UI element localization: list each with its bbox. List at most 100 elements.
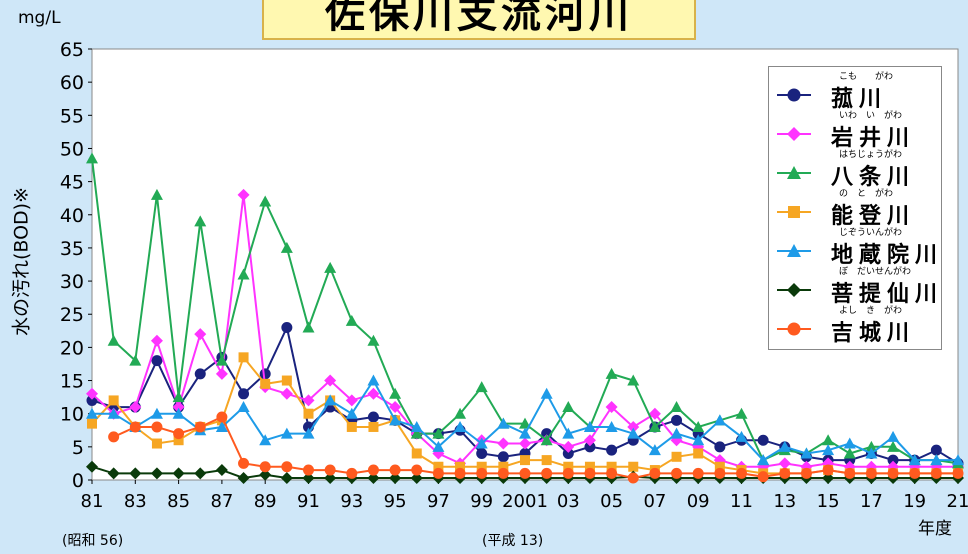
series-4-point: [519, 427, 531, 439]
chart-title: 佐保川支流河川: [325, 0, 633, 37]
series-4-point: [843, 437, 856, 449]
series-3-point: [303, 408, 314, 419]
series-3-point: [628, 461, 639, 472]
series-2-point: [648, 420, 661, 432]
series-2-point: [129, 354, 142, 366]
x-tick-label: 15: [817, 491, 840, 512]
series-6-point: [454, 467, 466, 479]
series-1-point: [648, 407, 661, 420]
legend-marker: [787, 322, 801, 336]
series-6-point: [216, 411, 228, 423]
series-1-point: [778, 457, 791, 470]
y-tick-label: 15: [60, 371, 84, 393]
series-5-point: [172, 467, 185, 480]
series-0-point: [476, 447, 488, 459]
x-tick-label: 11: [730, 491, 753, 512]
x-tick-label: 85: [167, 491, 190, 512]
series-2-point: [865, 440, 878, 452]
legend-marker: [787, 127, 801, 141]
series-1-point: [129, 401, 142, 414]
series-4-point: [865, 447, 878, 459]
legend-ruby: の と がわ: [839, 189, 894, 199]
series-3-point: [346, 421, 357, 432]
series-1-point: [389, 401, 402, 414]
y-tick-label: 10: [60, 404, 84, 426]
series-6-point: [887, 467, 899, 479]
legend-ruby: いわ い がわ: [839, 111, 903, 121]
series-5-point: [302, 472, 315, 485]
legend-ruby: こも がわ: [839, 72, 894, 82]
legend-ruby: はちじょうがわ: [839, 150, 903, 160]
series-4-point: [259, 434, 272, 446]
series-3-point: [455, 461, 466, 472]
series-4-point: [757, 454, 770, 466]
series-6-point: [194, 421, 206, 433]
series-4-point: [735, 430, 748, 442]
legend-label: 地蔵院川: [831, 243, 944, 268]
x-tick-label: 93: [340, 491, 363, 512]
series-3-point: [498, 461, 509, 472]
series-3-point: [368, 421, 379, 432]
series-0-point: [930, 444, 942, 456]
series-1-point: [519, 437, 531, 450]
series-0-point: [497, 451, 509, 463]
legend-ruby: じぞういんがわ: [839, 228, 903, 238]
y-tick-label: 45: [60, 172, 84, 194]
y-unit-label: mg/L: [18, 8, 61, 28]
series-6-point: [259, 461, 271, 473]
legend-label: 八条川: [831, 165, 916, 190]
x-tick-label: 2001: [502, 491, 548, 512]
series-6-point: [692, 467, 704, 479]
legend-marker: [787, 88, 801, 102]
series-5-point: [237, 472, 250, 485]
series-5-point: [86, 460, 98, 473]
series-0-point: [281, 321, 293, 333]
y-tick-label: 30: [60, 271, 84, 293]
x-tick-label: 21: [947, 491, 968, 512]
series-4-point: [605, 420, 618, 432]
series-1-point: [562, 440, 575, 453]
series-4-point: [302, 427, 315, 439]
x-tick-label: 83: [124, 491, 147, 512]
legend-item: じぞういんがわ地蔵院川: [769, 225, 943, 268]
series-3-point: [541, 455, 552, 466]
series-6-point: [151, 421, 163, 433]
series-1-point: [627, 420, 640, 433]
series-5-point: [150, 467, 163, 480]
series-4-point: [800, 447, 813, 459]
series-5-point: [215, 464, 228, 477]
series-3-point: [693, 448, 704, 459]
series-3-point: [433, 461, 444, 472]
series-6-point: [606, 467, 618, 479]
series-0-point: [194, 368, 206, 380]
series-6-point: [173, 428, 185, 440]
series-2-point: [107, 334, 120, 346]
legend-marker: [787, 283, 801, 297]
series-2-point: [345, 314, 358, 326]
series-1-point: [497, 437, 510, 450]
series-5-point: [259, 468, 272, 481]
series-6-point: [476, 467, 488, 479]
series-1-point: [237, 188, 250, 201]
x-tick-label: 07: [643, 491, 666, 512]
y-tick-label: 65: [60, 39, 84, 61]
series-4-point: [627, 427, 640, 439]
series-2-point: [367, 334, 380, 346]
series-1-point: [86, 387, 98, 400]
series-4-point: [475, 437, 488, 449]
series-3-point: [151, 438, 162, 449]
series-6-point: [497, 467, 509, 479]
series-2-point: [627, 374, 640, 386]
y-tick-label: 35: [60, 238, 84, 260]
x-tick-label: 13: [773, 491, 796, 512]
series-1-point: [172, 401, 185, 414]
series-6-point: [952, 467, 964, 479]
legend-label: 吉城川: [831, 321, 916, 346]
x-tick-label: 91: [297, 491, 320, 512]
series-6-point: [822, 464, 834, 476]
legend-label: 岩井川: [831, 126, 916, 151]
series-0-point: [238, 388, 250, 400]
series-4-point: [324, 394, 337, 406]
series-2-point: [887, 440, 900, 452]
series-3-point: [238, 352, 249, 363]
